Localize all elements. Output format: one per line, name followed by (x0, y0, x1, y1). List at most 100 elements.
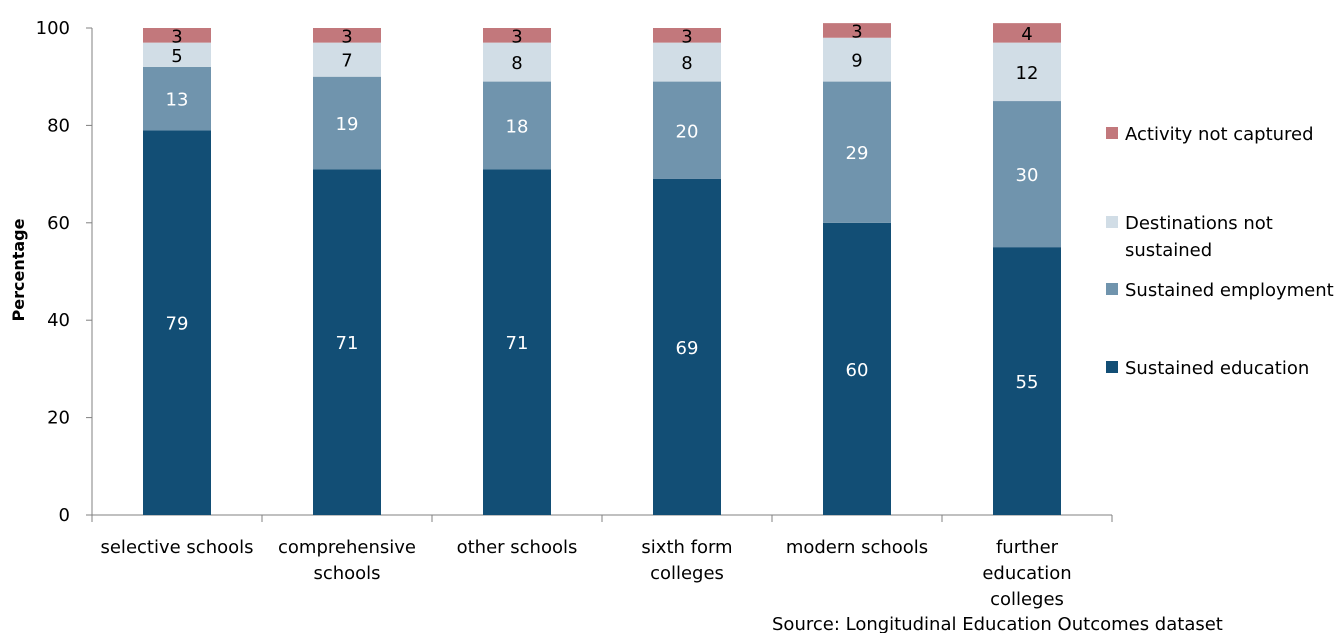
legend-swatch (1106, 283, 1118, 295)
y-tick-label: 60 (47, 213, 70, 234)
legend-label-line: Destinations not (1125, 213, 1273, 234)
data-label: 5 (171, 46, 182, 67)
y-tick-label: 80 (47, 115, 70, 136)
bar-segment (993, 23, 1061, 43)
y-tick-label: 100 (36, 18, 70, 39)
data-label: 3 (511, 26, 522, 47)
bar-segment (143, 130, 211, 515)
bar-segment (653, 81, 721, 179)
legend-label-line: Sustained employment (1125, 280, 1334, 301)
data-label: 79 (166, 314, 189, 335)
y-tick-label: 40 (47, 310, 70, 331)
legend-label-line: Sustained education (1125, 358, 1309, 379)
axes: 0 20 40 60 80 100 (36, 18, 1113, 526)
legend-label: Destinations not sustained (1125, 213, 1273, 261)
data-label: 13 (166, 90, 189, 111)
bar-stack: 60 29 9 3 (823, 21, 891, 516)
bar-segment (483, 169, 551, 516)
bar-stack: 69 20 8 3 (653, 26, 721, 515)
bar-segment (483, 28, 551, 43)
legend-item: Sustained education (1106, 358, 1309, 379)
x-tick-label-line: selective schools (100, 537, 253, 558)
y-tick-label: 0 (59, 505, 70, 526)
data-label: 30 (1016, 165, 1039, 186)
x-tick-label: sixth form colleges (641, 537, 732, 584)
data-label: 3 (341, 26, 352, 47)
bar-segment (143, 42, 211, 67)
bar-segment (823, 37, 891, 82)
legend-label-line: Activity not captured (1125, 124, 1314, 145)
bar-segment (823, 81, 891, 223)
data-label: 3 (171, 26, 182, 47)
bar-stack: 55 30 12 4 (993, 23, 1061, 515)
x-tick-label-line: schools (313, 563, 380, 584)
bar-segment (653, 42, 721, 82)
data-label: 3 (851, 21, 862, 42)
x-tick-label-line: further (996, 537, 1059, 558)
data-label: 69 (676, 338, 699, 359)
x-tick-label-line: modern schools (786, 537, 928, 558)
source-note: Source: Longitudinal Education Outcomes … (772, 614, 1223, 633)
x-tick-label-line: colleges (650, 563, 724, 584)
y-axis-label: Percentage (9, 218, 28, 321)
legend-label: Sustained employment (1125, 280, 1334, 301)
bar-segment (313, 42, 381, 77)
bar-segment (143, 28, 211, 43)
legend-item: Sustained employment (1106, 280, 1334, 301)
x-tick-label-line: colleges (990, 589, 1064, 610)
x-tick-labels: selective schools comprehensive schools oth… (100, 537, 1071, 610)
bar-segment (993, 247, 1061, 515)
x-tick-label: further education colleges (982, 537, 1071, 610)
data-label: 71 (506, 333, 529, 354)
legend-item: Destinations not sustained (1106, 213, 1273, 261)
data-label: 9 (851, 51, 862, 72)
legend-swatch (1106, 216, 1118, 228)
x-tick-label: modern schools (786, 537, 928, 558)
legend: Activity not captured Destinations not sus… (1106, 124, 1334, 379)
x-tick-label-line: education (982, 563, 1071, 584)
bar-segment (653, 28, 721, 43)
bar-segment (823, 23, 891, 38)
bar-segment (143, 66, 211, 131)
legend-label: Sustained education (1125, 358, 1309, 379)
legend-label: Activity not captured (1125, 124, 1314, 145)
bar-stack: 71 18 8 3 (483, 26, 551, 516)
data-label: 71 (336, 333, 359, 354)
x-tick-label: comprehensive schools (278, 537, 416, 584)
legend-item: Activity not captured (1106, 124, 1314, 145)
bar-segment (993, 101, 1061, 248)
bar-segment (823, 222, 891, 516)
bar-segment (653, 178, 721, 515)
data-label: 20 (676, 121, 699, 142)
x-tick-label: other schools (457, 537, 578, 558)
data-label: 4 (1021, 24, 1032, 45)
data-label: 12 (1016, 63, 1039, 84)
x-tick-label-line: comprehensive (278, 537, 416, 558)
bar-segment (313, 169, 381, 516)
data-label: 8 (681, 53, 692, 74)
legend-swatch (1106, 127, 1118, 139)
data-label: 8 (511, 53, 522, 74)
data-label: 55 (1016, 372, 1039, 393)
data-label: 19 (336, 114, 359, 135)
data-label: 29 (846, 143, 869, 164)
data-label: 18 (506, 116, 529, 137)
x-tick-label: selective schools (100, 537, 253, 558)
legend-label-line: sustained (1125, 240, 1212, 261)
data-label: 60 (846, 360, 869, 381)
y-tick-label: 20 (47, 408, 70, 429)
legend-swatch (1106, 361, 1118, 373)
bar-segment (993, 42, 1061, 102)
bar-segment (483, 81, 551, 170)
bar-stack: 79 13 53 (143, 26, 211, 515)
bar-stack: 71 19 7 3 (313, 26, 381, 516)
bar-segment (313, 76, 381, 170)
x-tick-label-line: sixth form (641, 537, 732, 558)
bar-segment (313, 28, 381, 43)
bar-segment (483, 42, 551, 82)
data-label: 3 (681, 26, 692, 47)
x-tick-label-line: other schools (457, 537, 578, 558)
data-label: 7 (341, 51, 352, 72)
